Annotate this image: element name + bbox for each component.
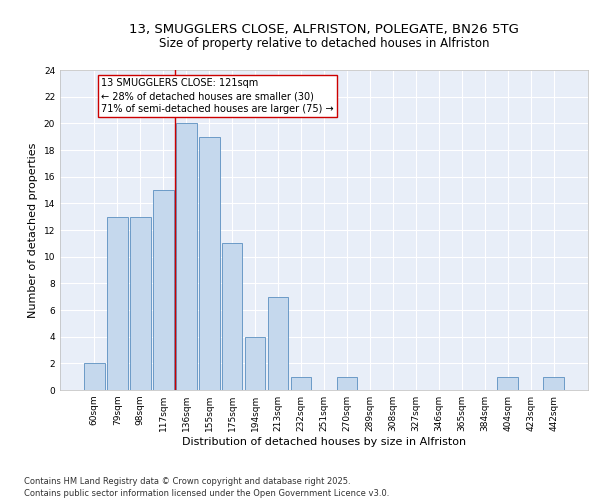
Bar	[268, 296, 289, 390]
Bar	[130, 216, 151, 390]
Bar	[176, 124, 197, 390]
Bar	[245, 336, 265, 390]
Bar	[497, 376, 518, 390]
Text: Contains HM Land Registry data © Crown copyright and database right 2025.
Contai: Contains HM Land Registry data © Crown c…	[24, 476, 389, 498]
Y-axis label: Number of detached properties: Number of detached properties	[28, 142, 38, 318]
Bar	[107, 216, 128, 390]
Text: 13, SMUGGLERS CLOSE, ALFRISTON, POLEGATE, BN26 5TG: 13, SMUGGLERS CLOSE, ALFRISTON, POLEGATE…	[129, 22, 519, 36]
Bar	[199, 136, 220, 390]
Bar	[290, 376, 311, 390]
Bar	[84, 364, 104, 390]
Text: Size of property relative to detached houses in Alfriston: Size of property relative to detached ho…	[159, 38, 489, 51]
Bar	[222, 244, 242, 390]
Bar	[153, 190, 173, 390]
Bar	[337, 376, 358, 390]
Bar	[544, 376, 564, 390]
Text: 13 SMUGGLERS CLOSE: 121sqm
← 28% of detached houses are smaller (30)
71% of semi: 13 SMUGGLERS CLOSE: 121sqm ← 28% of deta…	[101, 78, 334, 114]
X-axis label: Distribution of detached houses by size in Alfriston: Distribution of detached houses by size …	[182, 437, 466, 447]
